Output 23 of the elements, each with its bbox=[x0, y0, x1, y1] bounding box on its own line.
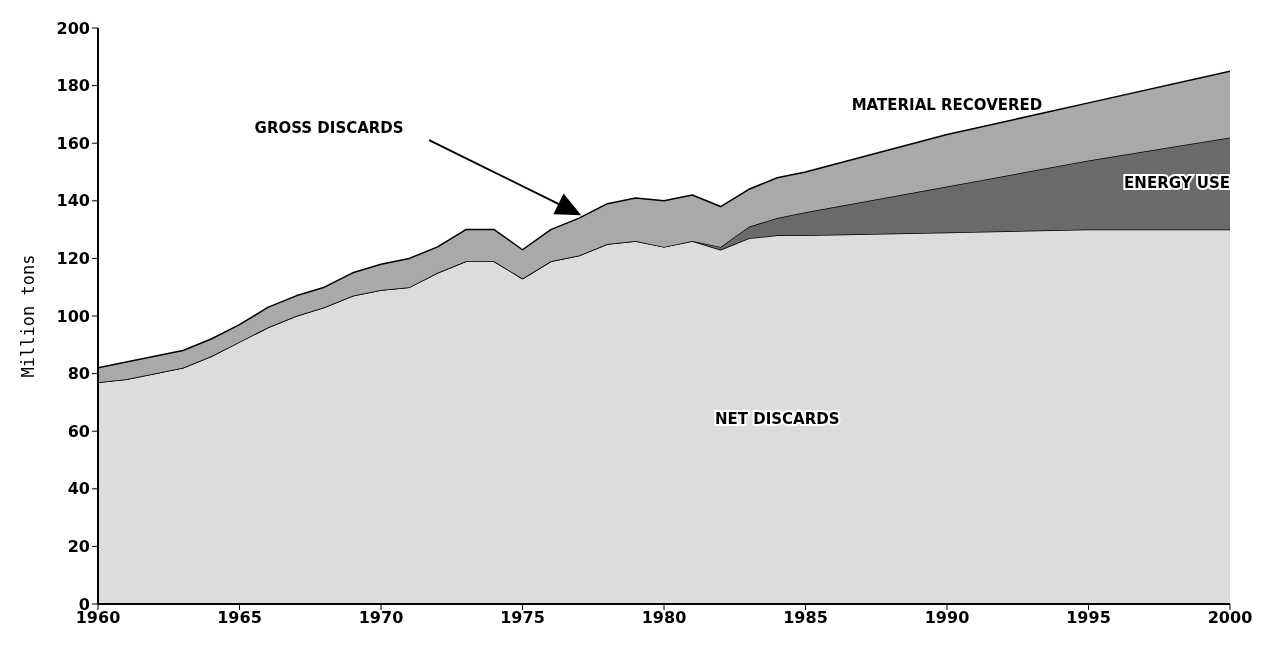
x-tick-label: 1975 bbox=[500, 608, 545, 628]
series-label: MATERIAL RECOVERED bbox=[851, 96, 1043, 115]
x-tick-label: 1965 bbox=[217, 608, 262, 628]
y-axis-title: Million tons bbox=[18, 254, 39, 378]
x-tick-label: 1980 bbox=[641, 608, 687, 628]
y-tick-label: 100 bbox=[56, 306, 90, 326]
y-tick-label: 140 bbox=[56, 191, 90, 211]
x-tick-label: 1990 bbox=[924, 608, 970, 628]
y-tick-label: 20 bbox=[67, 537, 90, 557]
y-tick-label: 60 bbox=[67, 421, 90, 441]
series-label: NET DISCARDS bbox=[714, 410, 840, 429]
x-tick-label: 1970 bbox=[358, 608, 404, 628]
series-label: ENERGY USE bbox=[1124, 174, 1230, 193]
y-tick-label: 200 bbox=[56, 18, 90, 38]
y-tick-label: 40 bbox=[67, 479, 90, 499]
y-tick-label: 120 bbox=[56, 249, 90, 269]
y-tick-label: 80 bbox=[67, 364, 90, 384]
x-tick-label: 1995 bbox=[1066, 608, 1111, 628]
x-tick-label: 1985 bbox=[783, 608, 828, 628]
y-tick-label: 160 bbox=[56, 133, 90, 153]
x-tick-label: 2000 bbox=[1207, 608, 1253, 628]
y-tick-label: 180 bbox=[56, 76, 90, 96]
annotation: GROSS DISCARDS bbox=[254, 118, 404, 137]
